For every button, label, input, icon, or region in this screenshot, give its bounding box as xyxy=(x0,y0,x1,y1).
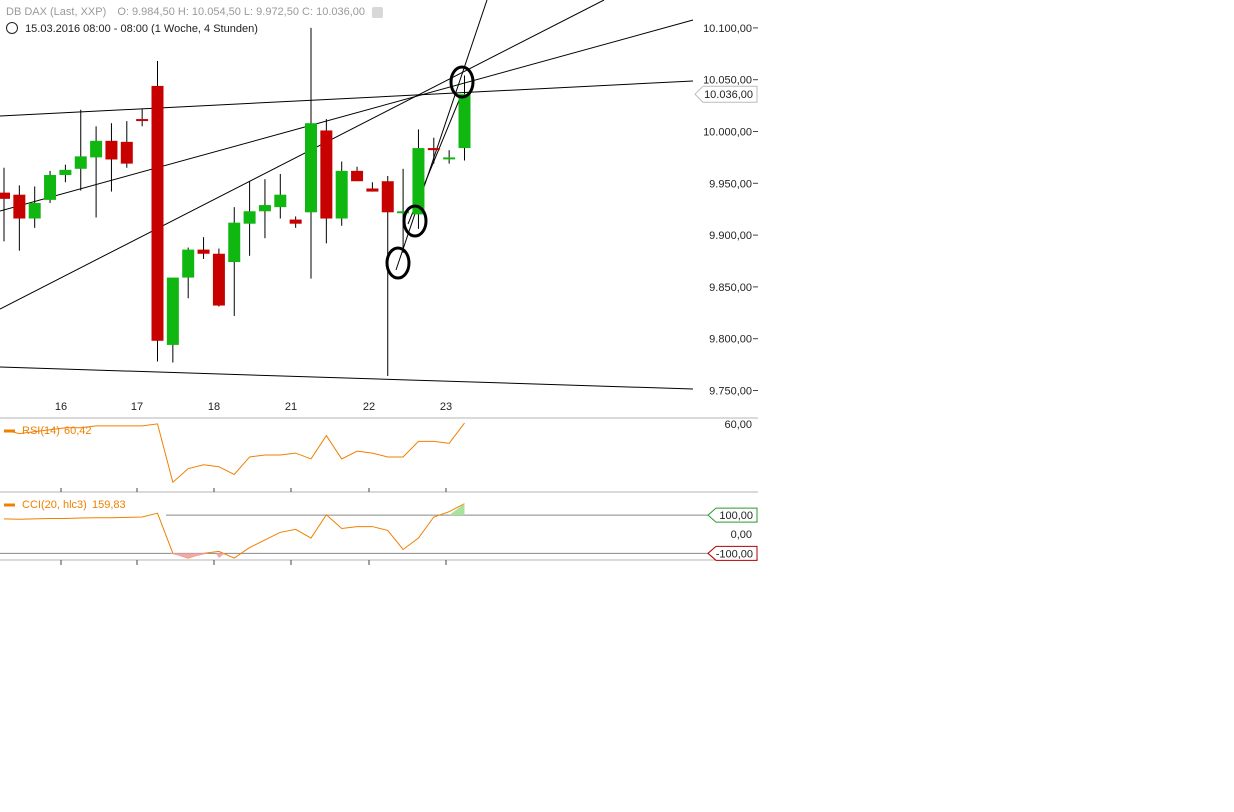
y-tick-label: 9.900,00 xyxy=(709,230,752,242)
y-tick-label: 9.750,00 xyxy=(709,385,752,397)
y-tick-label: 9.850,00 xyxy=(709,282,752,294)
candle-up xyxy=(182,249,195,278)
x-tick-label: 17 xyxy=(131,401,143,413)
period-row: 15.03.2016 08:00 - 08:00 (1 Woche, 4 Stu… xyxy=(6,22,258,35)
candle-down xyxy=(212,253,225,306)
cci-tick-label: -100,00 xyxy=(716,548,753,560)
annotation-circle xyxy=(402,204,428,238)
rsi-last-value: 60,42 xyxy=(64,425,92,437)
candle-up xyxy=(335,170,348,219)
cci-title: CCI(20, hlc3) xyxy=(22,499,87,511)
candle-up xyxy=(258,205,271,212)
annotation-circle xyxy=(385,246,411,280)
trendline xyxy=(0,80,694,117)
candle-up xyxy=(90,140,103,158)
candle-up xyxy=(458,94,471,149)
y-tick-label: 10.100,00 xyxy=(703,23,752,35)
x-tick-label: 22 xyxy=(363,401,375,413)
candle-up xyxy=(59,169,72,176)
rsi-line xyxy=(3,422,465,484)
rsi-tick-label: 60,00 xyxy=(724,419,752,431)
cci-minus100-box xyxy=(707,545,758,561)
candle-up xyxy=(443,157,456,160)
chart-area: 10.100,00 10.050,00 10.000,00 9.950,00 9.900… xyxy=(0,0,760,570)
candle-down xyxy=(366,188,379,192)
y-tick-label: 9.800,00 xyxy=(709,334,752,346)
period-text: 15.03.2016 08:00 - 08:00 (1 Woche, 4 Stu… xyxy=(25,23,258,35)
cci-tick-label: 100,00 xyxy=(719,510,753,522)
candle-down xyxy=(151,85,164,341)
cci-line xyxy=(3,503,465,559)
instrument-header: DB DAX (Last, XXP) O: 9.984,50 H: 10.054… xyxy=(6,6,384,18)
cci-overbought-fill xyxy=(449,503,465,516)
chart-canvas: 10.100,00 10.050,00 10.000,00 9.950,00 9.900… xyxy=(0,0,758,565)
candle-up xyxy=(166,277,179,345)
candle-down xyxy=(13,194,26,219)
cci-100-box xyxy=(707,507,758,523)
candle-up xyxy=(44,175,57,200)
trendline xyxy=(395,0,488,271)
candle-up xyxy=(243,211,256,224)
settings-icon[interactable] xyxy=(372,6,384,18)
candle-down xyxy=(427,148,440,151)
candle-down xyxy=(289,219,302,224)
y-tick-label: 10.050,00 xyxy=(703,75,752,87)
last-price-box xyxy=(694,85,758,103)
clock-icon xyxy=(6,22,18,34)
ohlc-readout: O: 9.984,50 H: 10.054,50 L: 9.972,50 C: … xyxy=(117,6,366,18)
last-price-label: 10.036,00 xyxy=(704,89,753,101)
candle-down xyxy=(136,119,149,122)
x-tick-label: 18 xyxy=(208,401,220,413)
x-tick-label: 23 xyxy=(440,401,452,413)
candle-down xyxy=(320,130,333,219)
x-tick-label: 16 xyxy=(55,401,67,413)
annotation-circle xyxy=(449,65,475,99)
candle-up xyxy=(74,156,87,169)
candle-down xyxy=(197,249,210,254)
candle-down xyxy=(105,140,118,160)
candle-up xyxy=(274,194,287,208)
candle-up xyxy=(228,222,241,263)
candle-down xyxy=(0,192,10,199)
y-tick-label: 9.950,00 xyxy=(709,178,752,190)
candle-up xyxy=(412,148,425,215)
candle-down xyxy=(381,181,394,213)
candle-down xyxy=(120,141,133,164)
candle-up xyxy=(305,123,317,213)
instrument-title: DB DAX (Last, XXP) xyxy=(6,6,107,18)
y-tick-label: 10.000,00 xyxy=(703,126,752,138)
trendline xyxy=(0,366,694,390)
candle-down xyxy=(351,170,364,182)
candle-up xyxy=(28,202,41,219)
cci-oversold-fill xyxy=(169,553,209,559)
cci-tick-label: 0,00 xyxy=(731,529,752,541)
trendline xyxy=(0,19,694,212)
x-tick-label: 21 xyxy=(285,401,297,413)
cci-oversold-fill xyxy=(215,553,225,559)
trendline xyxy=(0,0,605,310)
candle-up xyxy=(397,211,410,214)
cci-last-value: 159,83 xyxy=(92,499,126,511)
rsi-title: RSI(14) xyxy=(22,425,60,437)
